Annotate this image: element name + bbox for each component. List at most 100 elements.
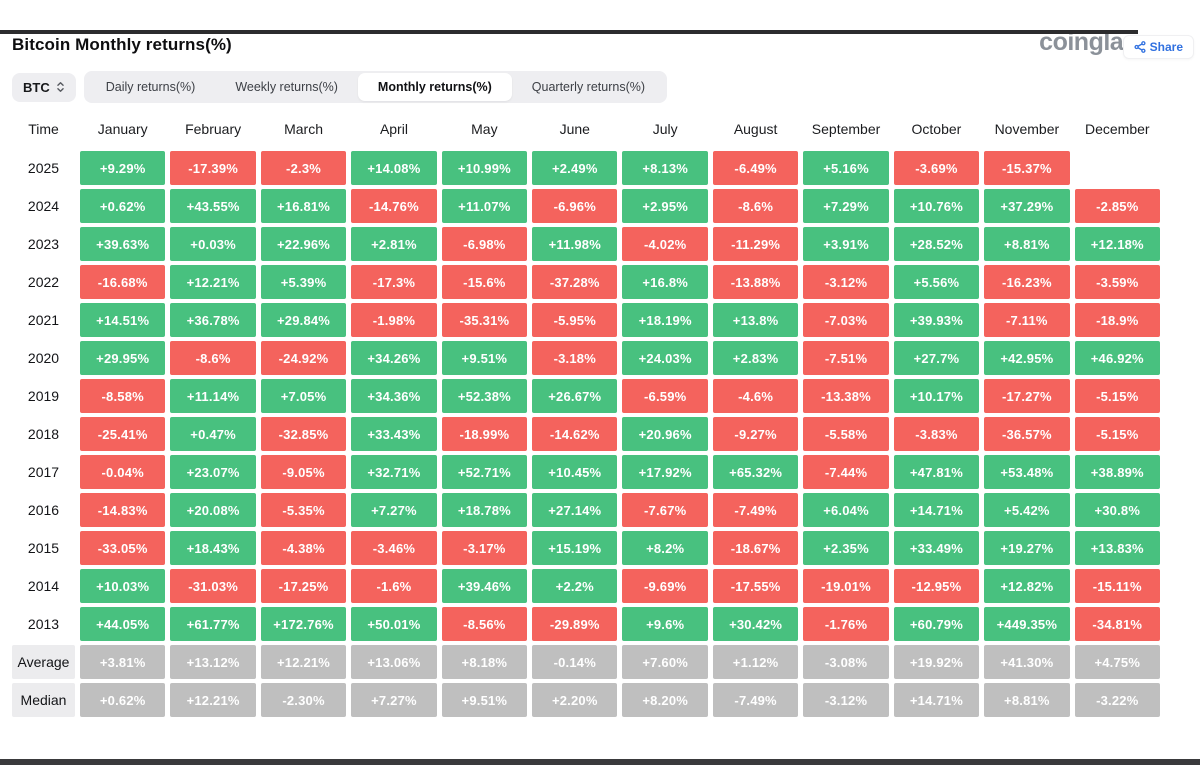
return-cell: -37.28% — [532, 265, 618, 299]
return-cell: -7.49% — [712, 683, 799, 717]
return-cell: +12.18% — [1074, 227, 1160, 261]
tab-weekly-returns[interactable]: Weekly returns(%) — [215, 73, 358, 101]
returns-tab-group: Daily returns(%) Weekly returns(%) Monthly… — [83, 71, 668, 103]
month-column-header: September — [811, 121, 881, 137]
bottom-edge-bar — [0, 759, 1200, 765]
return-cell: +17.92% — [622, 455, 708, 489]
row-label: 2024 — [27, 198, 60, 214]
row-label: 2014 — [27, 578, 60, 594]
return-cell: +47.81% — [893, 455, 980, 489]
return-cell: +30.42% — [712, 607, 799, 641]
month-column-header: October — [911, 121, 962, 137]
return-cell: +16.81% — [260, 189, 347, 223]
return-cell: +33.43% — [351, 417, 437, 451]
return-cell: +8.2% — [622, 531, 708, 565]
return-cell: +16.8% — [622, 265, 708, 299]
return-cell: -8.56% — [441, 607, 528, 641]
return-cell: -3.08% — [803, 645, 889, 679]
return-cell: -4.02% — [622, 227, 708, 261]
return-cell: +8.81% — [984, 683, 1070, 717]
return-cell: +50.01% — [351, 607, 437, 641]
month-column-header: July — [652, 121, 678, 137]
return-cell: -17.3% — [351, 265, 437, 299]
return-cell: +8.18% — [441, 645, 528, 679]
toolbar: BTC Daily returns(%) Weekly returns(%) Mon… — [12, 71, 1188, 103]
table-row: 2018 -25.41% +0.47% -32.85% +33.43% -18.99% -1… — [12, 417, 1160, 451]
tab-monthly-returns[interactable]: Monthly returns(%) — [357, 73, 512, 101]
return-cell: -3.17% — [441, 531, 528, 565]
return-cell: +0.62% — [80, 683, 166, 717]
top-edge-bar — [0, 30, 1138, 34]
return-cell: -3.46% — [351, 531, 437, 565]
table-header-row: Time January February March April May June July… — [12, 117, 1160, 141]
return-cell: -9.27% — [712, 417, 799, 451]
return-cell: -16.68% — [80, 265, 166, 299]
return-cell: +4.75% — [1074, 645, 1160, 679]
share-button[interactable]: Share — [1122, 35, 1194, 59]
return-cell: +15.19% — [532, 531, 618, 565]
return-cell: +39.46% — [441, 569, 528, 603]
return-cell: +43.55% — [170, 189, 256, 223]
return-cell: -16.23% — [984, 265, 1070, 299]
coin-selector[interactable]: BTC — [12, 72, 76, 102]
return-cell: -7.67% — [622, 493, 708, 527]
month-column-header: January — [97, 121, 148, 137]
return-cell: +34.36% — [351, 379, 437, 413]
time-column-header: Time — [28, 121, 59, 137]
return-cell: +27.14% — [532, 493, 618, 527]
row-label: 2022 — [27, 274, 60, 290]
table-row: 2023 +39.63% +0.03% +22.96% +2.81% -6.98% +11.… — [12, 227, 1160, 261]
return-cell: -2.85% — [1074, 189, 1160, 223]
return-cell: +12.21% — [170, 683, 256, 717]
month-column-header: April — [379, 121, 408, 137]
row-label: 2016 — [27, 502, 60, 518]
return-cell: +0.62% — [80, 189, 166, 223]
return-cell: +172.76% — [260, 607, 347, 641]
return-cell: -34.81% — [1074, 607, 1160, 641]
month-column-header: May — [471, 121, 498, 137]
return-cell: -12.95% — [893, 569, 980, 603]
return-cell: -7.03% — [803, 303, 889, 337]
return-cell: -3.18% — [532, 341, 618, 375]
return-cell: +7.27% — [351, 683, 437, 717]
row-label: 2021 — [27, 312, 60, 328]
row-label: 2025 — [27, 160, 60, 176]
return-cell: -5.95% — [532, 303, 618, 337]
row-label: 2020 — [27, 350, 60, 366]
return-cell: +19.27% — [984, 531, 1070, 565]
return-cell: +39.63% — [80, 227, 166, 261]
table-row: Median +0.62% +12.21% -2.30% +7.27% +9.51% +2.… — [12, 683, 1160, 717]
return-cell: -15.37% — [984, 151, 1070, 185]
return-cell: -7.11% — [984, 303, 1070, 337]
return-cell: +13.06% — [351, 645, 437, 679]
tab-quarterly-returns[interactable]: Quarterly returns(%) — [512, 73, 665, 101]
return-cell: -3.12% — [803, 265, 889, 299]
return-cell: +37.29% — [984, 189, 1070, 223]
return-cell: +9.51% — [441, 341, 528, 375]
return-cell: -29.89% — [532, 607, 618, 641]
return-cell: +29.84% — [260, 303, 347, 337]
return-cell: -17.55% — [712, 569, 799, 603]
return-cell: +30.8% — [1074, 493, 1160, 527]
return-cell: +2.2% — [532, 569, 618, 603]
return-cell: -18.99% — [441, 417, 528, 451]
return-cell: -17.39% — [170, 151, 256, 185]
return-cell: -9.69% — [622, 569, 708, 603]
return-cell: -36.57% — [984, 417, 1070, 451]
month-column-header: June — [559, 121, 590, 137]
return-cell: +9.6% — [622, 607, 708, 641]
tab-daily-returns[interactable]: Daily returns(%) — [86, 73, 216, 101]
table-row: 2021 +14.51% +36.78% +29.84% -1.98% -35.31% -5… — [12, 303, 1160, 337]
return-cell: +23.07% — [170, 455, 256, 489]
return-cell: +24.03% — [622, 341, 708, 375]
return-cell: +52.38% — [441, 379, 528, 413]
return-cell: +9.51% — [441, 683, 528, 717]
month-column-header: March — [284, 121, 323, 137]
table-row: 2025 +9.29% -17.39% -2.3% +14.08% +10.99% +2.4… — [12, 151, 1160, 185]
return-cell: +7.29% — [803, 189, 889, 223]
return-cell: +20.08% — [170, 493, 256, 527]
return-cell: +33.49% — [893, 531, 980, 565]
return-cell: +8.81% — [984, 227, 1070, 261]
table-row: 2020 +29.95% -8.6% -24.92% +34.26% +9.51% -3.1… — [12, 341, 1160, 375]
return-cell — [1075, 151, 1160, 185]
